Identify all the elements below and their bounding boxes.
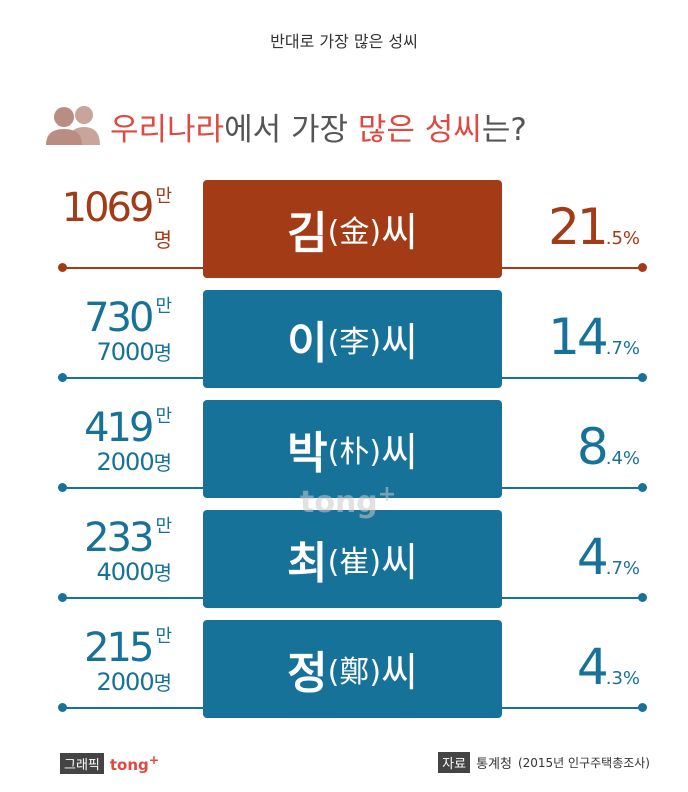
percent-big: 4 xyxy=(576,638,609,696)
percent-big: 14 xyxy=(548,308,609,366)
count-man: 만 xyxy=(155,186,172,207)
count-top: 1069 xyxy=(61,185,155,231)
percent: 4.7% xyxy=(490,528,640,586)
heading-gray: 는? xyxy=(481,112,527,148)
row-dot xyxy=(638,593,647,602)
surname-box: 김 (金) 씨 xyxy=(203,180,502,278)
count-bottom: 2000 xyxy=(96,668,155,696)
count-bottom: 7000 xyxy=(96,338,155,366)
count-myeong: 명 xyxy=(153,671,172,695)
source-note: (2015년 인구주택총조사) xyxy=(517,756,650,770)
suffix: 씨 xyxy=(381,430,418,476)
surname: 이 xyxy=(287,318,328,369)
count-line: 명 xyxy=(22,230,172,250)
surname-box: 정 (鄭) 씨 xyxy=(203,620,502,718)
people-icon xyxy=(46,106,100,145)
heading-gray: 에서 가장 xyxy=(224,112,358,148)
count-line: 730 만 xyxy=(22,295,172,341)
row-dot xyxy=(58,263,67,272)
count-line: 419 만 xyxy=(22,405,172,451)
count-man: 만 xyxy=(155,626,172,647)
footer-left: 그래픽 tong+ xyxy=(60,752,159,774)
surname: 정 xyxy=(287,648,328,699)
surname-box: 최 (崔) 씨 xyxy=(203,510,502,608)
percent-small: .7% xyxy=(605,338,640,359)
percent: 21.5% xyxy=(490,198,640,256)
row-dot xyxy=(58,483,67,492)
count: 730 만 7000명 xyxy=(22,295,172,365)
count: 233 만 4000명 xyxy=(22,515,172,585)
count-myeong: 명 xyxy=(153,341,172,365)
count: 1069 만 명 xyxy=(22,185,172,251)
source: 통계청 xyxy=(476,757,512,772)
count-myeong: 명 xyxy=(153,451,172,475)
surname-box: 박 (朴) 씨 xyxy=(203,400,502,498)
count-line: 2000명 xyxy=(22,670,172,694)
hanja: (朴) xyxy=(327,435,382,470)
percent-big: 4 xyxy=(576,528,609,586)
percent-small: .5% xyxy=(605,228,640,249)
row-dot xyxy=(638,263,647,272)
count-man: 만 xyxy=(155,406,172,427)
count-myeong: 명 xyxy=(153,228,172,252)
percent: 14.7% xyxy=(490,308,640,366)
hanja: (崔) xyxy=(327,545,382,580)
row-dot xyxy=(58,593,67,602)
footer-source: 자료 통계청 (2015년 인구주택총조사) xyxy=(438,752,650,773)
watermark: tong+ xyxy=(300,482,396,520)
row-dot xyxy=(638,703,647,712)
suffix: 씨 xyxy=(381,540,418,586)
percent: 8.4% xyxy=(490,418,640,476)
row-dot xyxy=(638,483,647,492)
count-top: 215 xyxy=(84,625,154,671)
watermark-plus: + xyxy=(377,482,397,507)
brand-plus: + xyxy=(148,752,160,767)
count-man: 만 xyxy=(155,516,172,537)
brand-text: tong xyxy=(109,756,149,774)
count-line: 7000명 xyxy=(22,340,172,364)
count-line: 1069 만 xyxy=(22,185,172,231)
watermark-text: tong xyxy=(300,485,378,520)
suffix: 씨 xyxy=(381,320,418,366)
count-line: 215 만 xyxy=(22,625,172,671)
surname: 박 xyxy=(287,428,328,479)
percent-small: .7% xyxy=(605,558,640,579)
heading-red: 많은 성씨 xyxy=(357,112,482,148)
heading: 우리나라에서 가장 많은 성씨는? xyxy=(110,104,527,149)
row-dot xyxy=(58,373,67,382)
suffix: 씨 xyxy=(381,210,418,256)
count-bottom: 4000 xyxy=(96,558,155,586)
row-dot xyxy=(58,703,67,712)
top-title: 반대로 가장 많은 성씨 xyxy=(270,32,418,51)
hanja: (鄭) xyxy=(327,655,382,690)
heading-red: 우리나라 xyxy=(110,112,225,148)
hanja: (李) xyxy=(327,325,382,360)
count-top: 730 xyxy=(84,295,154,341)
count: 419 만 2000명 xyxy=(22,405,172,475)
count-top: 233 xyxy=(84,515,154,561)
percent-small: .3% xyxy=(605,668,640,689)
count: 215 만 2000명 xyxy=(22,625,172,695)
row-dot xyxy=(638,373,647,382)
graphic-label: 그래픽 xyxy=(60,752,104,774)
surname: 최 xyxy=(287,538,328,589)
percent-big: 8 xyxy=(576,418,609,476)
surname: 김 xyxy=(287,208,328,259)
count-myeong: 명 xyxy=(153,561,172,585)
count-line: 2000명 xyxy=(22,450,172,474)
source-label: 자료 xyxy=(438,752,471,773)
count-bottom: 2000 xyxy=(96,448,155,476)
count-line: 4000명 xyxy=(22,560,172,584)
surname-box: 이 (李) 씨 xyxy=(203,290,502,388)
percent-big: 21 xyxy=(548,198,609,256)
count-man: 만 xyxy=(155,296,172,317)
hanja: (金) xyxy=(327,215,382,250)
count-line: 233 만 xyxy=(22,515,172,561)
percent: 4.3% xyxy=(490,638,640,696)
count-top: 419 xyxy=(84,405,154,451)
brand: tong+ xyxy=(110,752,159,774)
suffix: 씨 xyxy=(381,650,418,696)
percent-small: .4% xyxy=(605,448,640,469)
